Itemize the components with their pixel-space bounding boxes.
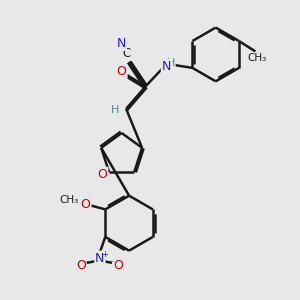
Text: N: N bbox=[95, 252, 105, 265]
Text: O: O bbox=[113, 260, 123, 272]
Text: CH₃: CH₃ bbox=[247, 53, 266, 63]
Text: ⁻: ⁻ bbox=[109, 260, 114, 269]
Text: N: N bbox=[117, 37, 126, 50]
Text: H: H bbox=[167, 58, 175, 68]
Text: +: + bbox=[101, 250, 108, 259]
Text: ⁻: ⁻ bbox=[85, 260, 90, 269]
Text: H: H bbox=[111, 105, 119, 115]
Text: C: C bbox=[123, 47, 131, 60]
Text: O: O bbox=[76, 260, 86, 272]
Text: CH₃: CH₃ bbox=[60, 195, 79, 205]
Text: O: O bbox=[117, 65, 127, 78]
Text: O: O bbox=[98, 168, 107, 181]
Text: O: O bbox=[81, 198, 91, 212]
Text: N: N bbox=[162, 60, 171, 73]
